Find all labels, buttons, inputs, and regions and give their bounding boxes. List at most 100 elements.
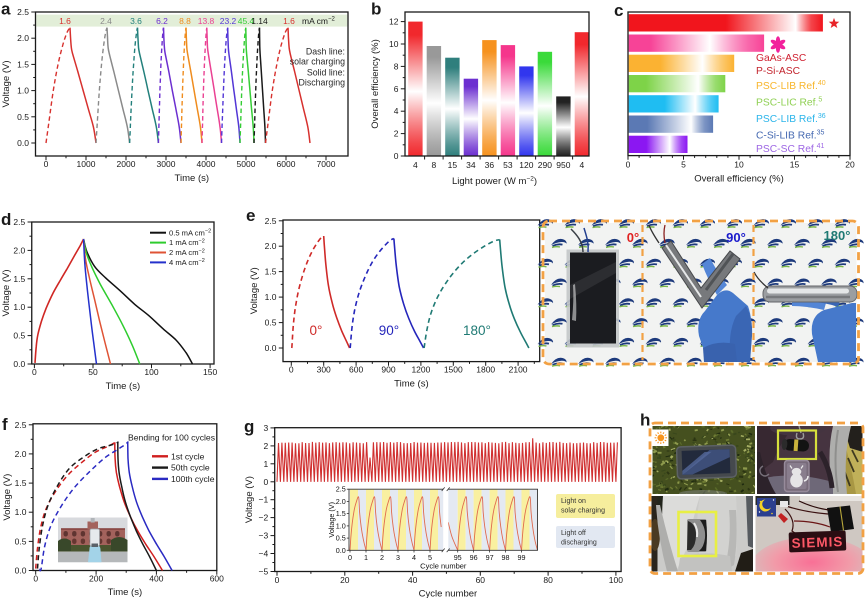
svg-text:3: 3: [263, 423, 268, 433]
svg-text:a: a: [1, 0, 11, 19]
svg-text:1200: 1200: [411, 365, 430, 375]
svg-text:34: 34: [466, 160, 476, 170]
svg-text:1.14: 1.14: [251, 16, 268, 26]
svg-text:6000: 6000: [277, 159, 296, 169]
svg-text:0°: 0°: [310, 323, 323, 338]
svg-text:0.5: 0.5: [13, 331, 25, 341]
svg-text:Light on: Light on: [561, 498, 586, 505]
svg-text:−3: −3: [258, 531, 268, 541]
svg-text:2: 2: [263, 441, 268, 451]
svg-text:Overall efficiency (%): Overall efficiency (%): [694, 174, 784, 185]
svg-text:20: 20: [340, 575, 350, 585]
svg-text:h: h: [640, 411, 650, 430]
svg-text:Voltage (V): Voltage (V): [1, 61, 12, 108]
svg-text:4: 4: [412, 553, 416, 562]
svg-text:2.0: 2.0: [17, 33, 29, 43]
svg-text:0°: 0°: [627, 230, 639, 245]
svg-text:99: 99: [518, 553, 526, 562]
svg-text:98: 98: [502, 553, 510, 562]
svg-text:2.5: 2.5: [336, 485, 346, 494]
svg-text:3: 3: [396, 553, 400, 562]
svg-text:50: 50: [88, 367, 98, 377]
svg-text:discharging: discharging: [561, 540, 597, 547]
svg-text:90°: 90°: [379, 323, 399, 338]
svg-text:3.6: 3.6: [130, 16, 142, 26]
svg-text:1.0: 1.0: [15, 507, 27, 517]
svg-text:7000: 7000: [317, 159, 336, 169]
svg-text:d: d: [1, 210, 11, 229]
svg-text:Bending for 100 cycles: Bending for 100 cycles: [128, 433, 215, 443]
svg-text:0.0: 0.0: [265, 343, 277, 353]
svg-text:2.0: 2.0: [15, 449, 27, 459]
svg-text:1.5: 1.5: [15, 478, 27, 488]
svg-text:Time (s): Time (s): [108, 587, 142, 598]
svg-text:2: 2: [394, 129, 399, 139]
svg-text:10: 10: [734, 160, 744, 170]
svg-text:−1: −1: [258, 495, 268, 505]
svg-text:180°: 180°: [824, 228, 851, 243]
svg-text:1: 1: [364, 553, 368, 562]
svg-text:15: 15: [448, 160, 458, 170]
svg-text:100: 100: [144, 367, 158, 377]
svg-text:100: 100: [609, 575, 623, 585]
svg-text:−5: −5: [258, 567, 268, 577]
svg-text:5000: 5000: [237, 159, 256, 169]
svg-text:1.5: 1.5: [13, 274, 25, 284]
svg-text:1000: 1000: [77, 159, 96, 169]
svg-text:solar charging: solar charging: [290, 57, 345, 67]
svg-text:mA cm−2: mA cm−2: [302, 16, 335, 26]
svg-text:1.5: 1.5: [336, 509, 346, 518]
svg-text:4: 4: [413, 160, 418, 170]
svg-text:1.0: 1.0: [13, 302, 25, 312]
svg-text:600: 600: [210, 574, 224, 584]
svg-text:SIEMIS: SIEMIS: [791, 534, 843, 551]
svg-text:4: 4: [580, 160, 585, 170]
svg-text:950: 950: [556, 160, 570, 170]
svg-text:Time (s): Time (s): [394, 379, 428, 390]
svg-text:2.0: 2.0: [13, 245, 25, 255]
svg-text:53: 53: [503, 160, 513, 170]
svg-text:4000: 4000: [197, 159, 216, 169]
svg-text:PSC-LIB Ref.40: PSC-LIB Ref.40: [756, 80, 826, 92]
svg-text:2100: 2100: [509, 365, 528, 375]
svg-text:8.8: 8.8: [179, 16, 191, 26]
svg-text:15: 15: [790, 160, 800, 170]
svg-text:2.0: 2.0: [336, 497, 346, 506]
svg-text:Voltage (V): Voltage (V): [2, 474, 13, 521]
svg-text:2.0: 2.0: [265, 241, 277, 251]
svg-text:Voltage (V): Voltage (V): [244, 476, 255, 523]
svg-text:1.0: 1.0: [17, 86, 29, 96]
svg-text:5: 5: [681, 160, 686, 170]
svg-text:12: 12: [389, 17, 399, 27]
svg-text:Time (s): Time (s): [175, 173, 209, 184]
svg-text:GaAs-ASC: GaAs-ASC: [756, 53, 807, 64]
svg-text:1 mA cm−2: 1 mA cm−2: [169, 238, 205, 247]
svg-text:5: 5: [428, 553, 432, 562]
svg-text:e: e: [246, 206, 255, 225]
svg-text:20: 20: [845, 160, 855, 170]
svg-text:97: 97: [486, 553, 494, 562]
svg-text:0: 0: [275, 575, 280, 585]
svg-text:150: 150: [203, 367, 217, 377]
svg-text:400: 400: [149, 574, 163, 584]
svg-text:Light power (W m−2): Light power (W m−2): [452, 176, 537, 188]
svg-text:Cycle number: Cycle number: [420, 561, 467, 570]
svg-text:1st cycle: 1st cycle: [171, 451, 205, 461]
svg-text:0: 0: [33, 574, 38, 584]
svg-text:2: 2: [380, 553, 384, 562]
svg-text:900: 900: [381, 365, 395, 375]
svg-text:Overall efficiency (%): Overall efficiency (%): [370, 39, 381, 129]
svg-text:0.0: 0.0: [336, 546, 346, 555]
svg-text:50th cycle: 50th cycle: [171, 463, 210, 473]
svg-text:g: g: [244, 417, 254, 436]
svg-text:4: 4: [394, 106, 399, 116]
svg-text:1: 1: [263, 459, 268, 469]
svg-text:0.5: 0.5: [336, 534, 346, 543]
svg-text:290: 290: [538, 160, 552, 170]
svg-text:8: 8: [394, 61, 399, 71]
svg-text:0: 0: [394, 151, 399, 161]
svg-text:2 mA cm−2: 2 mA cm−2: [169, 248, 205, 257]
svg-text:0: 0: [289, 365, 294, 375]
svg-text:100th cycle: 100th cycle: [171, 474, 215, 484]
svg-text:Voltage (V): Voltage (V): [1, 270, 12, 317]
